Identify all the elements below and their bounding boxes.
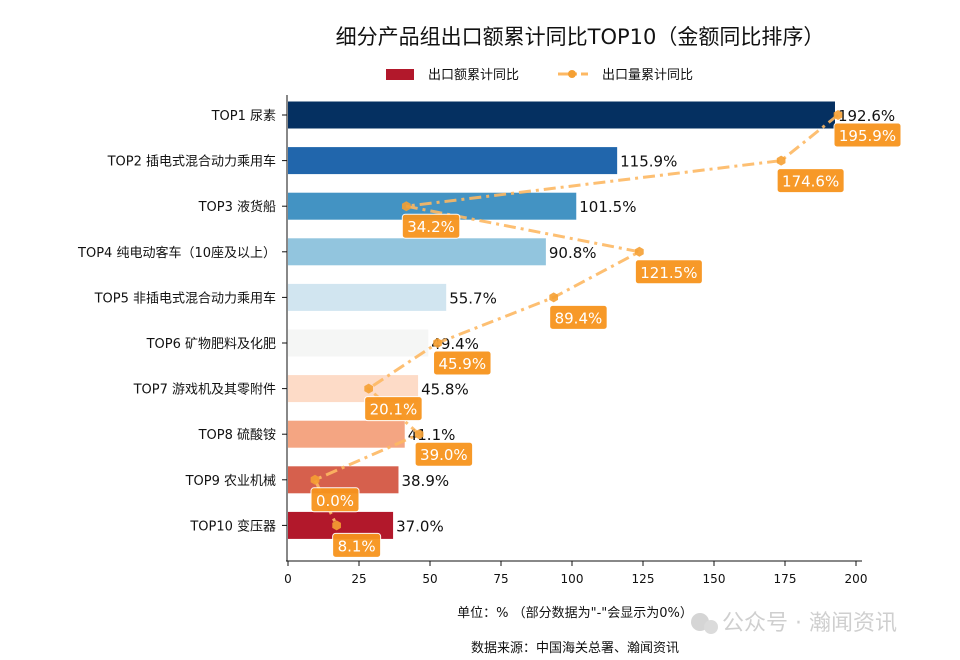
line-value-label: 174.6% xyxy=(782,173,839,191)
legend-bar-swatch xyxy=(386,69,414,80)
x-tick-label: 150 xyxy=(703,572,726,586)
category-label: TOP6 矿物肥料及化肥 xyxy=(146,337,276,352)
category-label: TOP5 非插电式混合动力乘用车 xyxy=(94,290,276,306)
bar-value-label: 101.5% xyxy=(579,198,636,216)
category-label: TOP9 农业机械 xyxy=(185,474,276,489)
svg-text:公众号 · 瀚闻资讯: 公众号 · 瀚闻资讯 xyxy=(722,611,897,636)
line-marker xyxy=(401,201,411,212)
line-value-label: 39.0% xyxy=(420,446,468,464)
category-label: TOP7 游戏机及其零附件 xyxy=(133,383,276,398)
line-marker xyxy=(635,246,644,257)
line-marker xyxy=(833,110,843,120)
watermark-image: 公众号 · 瀚闻资讯 xyxy=(691,611,897,636)
bar-value-label: 192.6% xyxy=(838,107,895,125)
line-value-box xyxy=(332,532,382,558)
category-label: TOP4 纯电动客车（10座及以上） xyxy=(77,245,276,261)
line-value-box xyxy=(401,213,461,239)
bar xyxy=(288,283,447,311)
line-value-box xyxy=(433,350,492,376)
category-label: TOP3 液货船 xyxy=(198,199,276,215)
line-value-box xyxy=(634,259,703,285)
line-series xyxy=(312,113,839,527)
line-value-label: 195.9% xyxy=(839,127,896,145)
category-label: TOP1 尿素 xyxy=(211,109,276,124)
bar xyxy=(288,101,835,129)
x-tick-label: 75 xyxy=(493,572,508,586)
x-tick-label: 25 xyxy=(351,572,366,586)
bar xyxy=(288,147,618,175)
source-note: 数据来源：中国海关总署、瀚闻资讯 xyxy=(471,641,679,656)
line-value-box xyxy=(776,168,845,194)
line-marker xyxy=(310,474,320,485)
legend: 出口额累计同比 出口量累计同比 xyxy=(386,68,693,83)
line-value-label: 121.5% xyxy=(640,264,697,282)
line-value-label: 8.1% xyxy=(338,537,376,555)
bar xyxy=(288,238,546,266)
line-marker xyxy=(433,338,442,348)
line-value-label: 0.0% xyxy=(316,492,354,510)
bar-value-label: 38.9% xyxy=(401,472,449,490)
x-tick-label: 50 xyxy=(422,572,437,586)
unit-note: 单位：% （部分数据为"-"会显示为0%） xyxy=(457,606,693,621)
bar-value-label: 115.9% xyxy=(620,153,677,171)
line-value-label: 34.2% xyxy=(407,218,455,236)
x-tick-label: 100 xyxy=(561,572,584,586)
bar-value-label: 90.8% xyxy=(549,244,597,262)
line-value-label: 89.4% xyxy=(555,309,603,327)
x-tick-label: 200 xyxy=(845,572,868,586)
line-value-box xyxy=(833,122,902,148)
bar-value-label: 55.7% xyxy=(449,289,497,307)
x-tick-label: 175 xyxy=(774,572,797,586)
line-marker xyxy=(549,292,559,303)
x-tick-label: 125 xyxy=(632,572,655,586)
category-label: TOP10 变压器 xyxy=(189,518,276,534)
bar xyxy=(288,420,405,448)
legend-line-marker xyxy=(568,70,576,78)
line-value-box xyxy=(310,487,360,513)
line-marker xyxy=(332,520,341,531)
x-tick-label: 0 xyxy=(284,572,292,586)
category-label: TOP2 插电式混合动力乘用车 xyxy=(107,154,276,170)
chart-title: 细分产品组出口额累计同比TOP10（金额同比排序） xyxy=(336,25,825,49)
bar-value-label: 37.0% xyxy=(396,517,444,535)
line-marker xyxy=(776,155,786,166)
legend-line-label: 出口量累计同比 xyxy=(602,68,693,83)
line-value-label: 45.9% xyxy=(438,355,486,373)
line-value-box xyxy=(414,441,474,467)
category-label: TOP8 硫酸铵 xyxy=(198,428,276,443)
bar xyxy=(288,329,429,357)
legend-bar-label: 出口额累计同比 xyxy=(428,68,519,83)
line-value-box xyxy=(364,396,423,422)
bar-value-label: 45.8% xyxy=(421,381,469,399)
line-value-label: 20.1% xyxy=(370,401,418,419)
line-marker xyxy=(364,383,373,394)
line-value-box xyxy=(549,304,608,330)
line-marker xyxy=(414,429,424,440)
